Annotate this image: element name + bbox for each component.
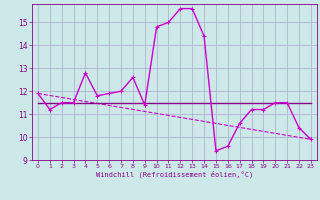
X-axis label: Windchill (Refroidissement éolien,°C): Windchill (Refroidissement éolien,°C): [96, 171, 253, 178]
